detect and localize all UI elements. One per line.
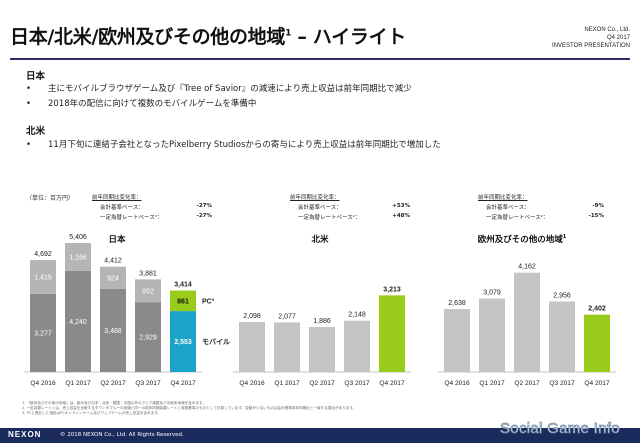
x-tick-label: Q4 2017 [584, 380, 610, 387]
corporate-info: NEXON Co., Ltd. Q4 2017 INVESTOR PRESENT… [552, 26, 630, 50]
x-tick-label: Q4 2016 [444, 380, 470, 387]
bar [549, 301, 575, 372]
footnote: 2. 一定為替レートとは、売上収益を比較するタウンタブルーの各値と同一の前年同期… [22, 406, 357, 410]
data-label-pc: 924 [107, 275, 119, 282]
bullet-item: • 主にモバイルブラウザゲーム及び『Tree of Savior』の減速により売上… [26, 84, 412, 94]
change-table-eu: 前年同期比変化率： 会計基準ベース： -9% 一定為替レートベース²： -15% [478, 195, 604, 221]
chart-title-na: 北米 [311, 235, 329, 245]
section-heading-japan: 日本 [26, 71, 46, 82]
data-label-total: 5,406 [69, 234, 87, 241]
bar-segment-mobile [135, 302, 161, 372]
data-label: 2,098 [243, 313, 261, 320]
chart-title-japan: 日本 [108, 235, 126, 245]
bar-segment-pc [100, 266, 126, 289]
data-label-mobile: 4,240 [69, 319, 87, 326]
bar-segment-pc [135, 279, 161, 303]
bar-segment-pc [30, 260, 56, 294]
data-label-mobile: 2,553 [174, 339, 192, 346]
x-tick-label: Q4 2017 [379, 380, 405, 387]
bar-segment-mobile [30, 293, 56, 372]
x-tick-label: Q2 2017 [514, 380, 540, 387]
data-label: 1,886 [313, 318, 331, 325]
corp-name: NEXON Co., Ltd. [584, 27, 630, 33]
data-label: 3,079 [483, 290, 501, 297]
bar-segment-mobile [170, 311, 196, 372]
bar [309, 327, 335, 372]
nexon-logo: NEXON [8, 430, 42, 439]
change-table-na: 前年同期比変化率： 会計基準ベース： +53% 一定為替レートベース²： +48% [290, 195, 410, 221]
data-label-pc: 861 [177, 298, 189, 305]
data-label-total: 3,881 [139, 270, 157, 277]
data-label: 4,162 [518, 264, 536, 271]
bullet-item: • 2018年の配信に向けて複数のモバイルゲームを準備中 [26, 99, 257, 109]
x-tick-label: Q1 2017 [274, 380, 300, 387]
data-label: 2,956 [553, 292, 571, 299]
data-label-total: 4,692 [34, 251, 52, 258]
data-label-mobile: 3,277 [34, 330, 52, 337]
chart-title-eu: 欧州及びその他の地域1 [477, 234, 567, 245]
footnote: 1. 「欧州及びその他の地域」は、欧州及び日本・北米・韓国・中国以外のアジア諸国… [22, 401, 206, 405]
data-label-mobile: 3,488 [104, 328, 122, 335]
bullet-item: • 11月下旬に連結子会社となったPixelberry Studiosからの寄与に… [26, 140, 441, 150]
bar-segment-mobile [65, 270, 91, 372]
x-tick-label: Q2 2017 [309, 380, 335, 387]
x-tick-label: Q4 2016 [239, 380, 265, 387]
x-tick-label: Q3 2017 [135, 380, 161, 387]
corp-period: Q4 2017 [606, 35, 630, 41]
bar [379, 295, 405, 372]
x-tick-label: Q1 2017 [479, 380, 505, 387]
data-label-mobile: 2,929 [139, 335, 157, 342]
data-label: 2,638 [448, 300, 466, 307]
bar-segment-pc [65, 243, 91, 271]
bar [444, 309, 470, 372]
copyright: © 2018 NEXON Co., Ltd. All Rights Reserv… [60, 432, 184, 438]
x-tick-label: Q2 2017 [100, 380, 126, 387]
bar-segment-pc [170, 290, 196, 312]
x-tick-label: Q3 2017 [344, 380, 370, 387]
bar [514, 272, 540, 372]
bar [479, 298, 505, 372]
footnotes: 1. 「欧州及びその他の地域」は、欧州及び日本・北米・韓国・中国以外のアジア諸国… [22, 401, 612, 416]
bar [584, 314, 610, 372]
data-label: 2,077 [278, 313, 296, 320]
x-tick-label: Q3 2017 [549, 380, 575, 387]
bar [274, 322, 300, 372]
x-tick-label: Q4 2016 [30, 380, 56, 387]
bar [239, 321, 265, 372]
series-label-mobile: モバイル [202, 338, 230, 346]
change-table-japan: 前年同期比変化率： 会計基準ベース： -27% 一定為替レートベース²： -27% [92, 195, 212, 221]
x-tick-label: Q1 2017 [65, 380, 91, 387]
corp-doc-type: INVESTOR PRESENTATION [551, 43, 630, 49]
data-label-total: 4,412 [104, 258, 122, 265]
data-label-total: 3,414 [174, 282, 192, 289]
title-rule [10, 58, 630, 60]
data-label-pc: 1,415 [34, 274, 52, 281]
bar-segment-mobile [100, 288, 126, 372]
data-label: 2,148 [348, 312, 366, 319]
data-label: 2,402 [588, 306, 606, 313]
watermark: Social Game Info [500, 420, 620, 438]
data-label-pc: 1,166 [69, 254, 87, 261]
series-label-pc: PC³ [202, 298, 215, 305]
unit-label: （単位：百万円） [26, 195, 75, 202]
section-heading-na: 北米 [26, 126, 46, 137]
footer-bar [0, 428, 640, 443]
bar [344, 320, 370, 372]
x-tick-label: Q4 2017 [170, 380, 196, 387]
page-title: 日本/北米/欧州及びその他の地域1 – ハイライト [10, 26, 407, 48]
data-label: 3,213 [383, 286, 401, 293]
footnote: 3. PCと表記した項目はPCオンラインゲーム及びウェブゲームの売上収益を含めま… [22, 411, 162, 415]
data-label-pc: 952 [142, 288, 154, 295]
